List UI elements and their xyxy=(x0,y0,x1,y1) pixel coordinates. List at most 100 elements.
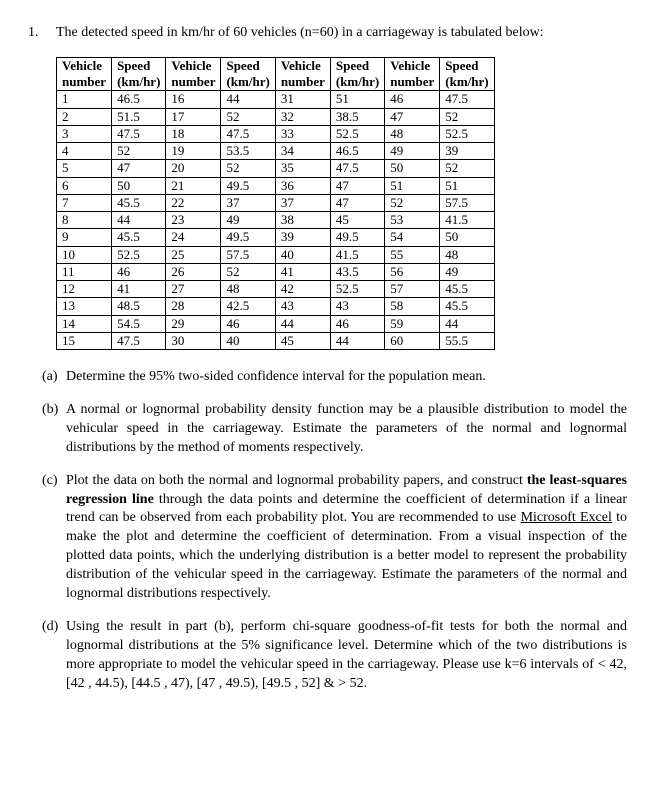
table-cell: 39 xyxy=(275,229,330,246)
table-cell: 41.5 xyxy=(330,246,384,263)
table-cell: 46.5 xyxy=(330,143,384,160)
table-cell: 47.5 xyxy=(330,160,384,177)
question-header: 1. The detected speed in km/hr of 60 veh… xyxy=(28,24,627,43)
table-cell: 26 xyxy=(166,263,221,280)
table-cell: 37 xyxy=(275,194,330,211)
part-b-text: A normal or lognormal probability densit… xyxy=(66,401,627,458)
table-cell: 56 xyxy=(385,263,440,280)
table-row: 114626524143.55649 xyxy=(57,263,495,280)
table-row: 1547.5304045446055.5 xyxy=(57,332,495,349)
table-cell: 33 xyxy=(275,125,330,142)
table-row: 745.5223737475257.5 xyxy=(57,194,495,211)
table-row: 54720523547.55052 xyxy=(57,160,495,177)
table-cell: 38.5 xyxy=(330,108,384,125)
table-cell: 48 xyxy=(440,246,494,263)
table-cell: 53 xyxy=(385,212,440,229)
table-cell: 13 xyxy=(57,298,112,315)
table-row: 347.51847.53352.54852.5 xyxy=(57,125,495,142)
table-cell: 52 xyxy=(221,160,275,177)
table-cell: 46 xyxy=(385,91,440,108)
table-cell: 47.5 xyxy=(440,91,494,108)
table-cell: 42 xyxy=(275,281,330,298)
part-b: (b) A normal or lognormal probability de… xyxy=(42,401,627,458)
table-cell: 55 xyxy=(385,246,440,263)
table-cell: 50 xyxy=(440,229,494,246)
col-header-speed: Speed(km/hr) xyxy=(221,57,275,91)
table-cell: 18 xyxy=(166,125,221,142)
part-b-label: (b) xyxy=(42,401,66,458)
table-cell: 41 xyxy=(112,281,166,298)
table-cell: 52 xyxy=(221,108,275,125)
col-header-speed: Speed(km/hr) xyxy=(440,57,494,91)
table-cell: 45.5 xyxy=(112,229,166,246)
table-cell: 52 xyxy=(221,263,275,280)
part-c-pre: Plot the data on both the normal and log… xyxy=(66,473,527,488)
table-cell: 42.5 xyxy=(221,298,275,315)
table-cell: 10 xyxy=(57,246,112,263)
col-header-speed: Speed(km/hr) xyxy=(330,57,384,91)
table-cell: 49 xyxy=(385,143,440,160)
table-cell: 51 xyxy=(440,177,494,194)
table-cell: 36 xyxy=(275,177,330,194)
table-cell: 32 xyxy=(275,108,330,125)
table-cell: 50 xyxy=(385,160,440,177)
table-cell: 46.5 xyxy=(112,91,166,108)
table-cell: 47.5 xyxy=(112,332,166,349)
table-cell: 24 xyxy=(166,229,221,246)
speed-data-table: VehiclenumberSpeed(km/hr)VehiclenumberSp… xyxy=(56,57,495,350)
table-cell: 52 xyxy=(440,108,494,125)
table-row: 4521953.53446.54939 xyxy=(57,143,495,160)
table-cell: 52 xyxy=(112,143,166,160)
table-cell: 45.5 xyxy=(440,298,494,315)
table-cell: 48 xyxy=(385,125,440,142)
col-header-vehicle: Vehiclenumber xyxy=(57,57,112,91)
table-row: 844234938455341.5 xyxy=(57,212,495,229)
table-cell: 40 xyxy=(221,332,275,349)
table-cell: 44 xyxy=(275,315,330,332)
part-a: (a) Determine the 95% two-sided confiden… xyxy=(42,368,627,387)
table-row: 1454.5294644465944 xyxy=(57,315,495,332)
table-cell: 29 xyxy=(166,315,221,332)
table-cell: 54.5 xyxy=(112,315,166,332)
table-cell: 52 xyxy=(440,160,494,177)
table-cell: 49.5 xyxy=(221,177,275,194)
table-cell: 43.5 xyxy=(330,263,384,280)
table-cell: 44 xyxy=(112,212,166,229)
part-d-label: (d) xyxy=(42,618,66,694)
table-cell: 19 xyxy=(166,143,221,160)
part-a-text: Determine the 95% two-sided confidence i… xyxy=(66,368,627,387)
table-cell: 58 xyxy=(385,298,440,315)
table-row: 124127484252.55745.5 xyxy=(57,281,495,298)
table-row: 1052.52557.54041.55548 xyxy=(57,246,495,263)
table-cell: 46 xyxy=(112,263,166,280)
table-cell: 44 xyxy=(221,91,275,108)
table-cell: 22 xyxy=(166,194,221,211)
table-cell: 52.5 xyxy=(330,125,384,142)
table-cell: 23 xyxy=(166,212,221,229)
part-a-label: (a) xyxy=(42,368,66,387)
table-cell: 38 xyxy=(275,212,330,229)
table-cell: 60 xyxy=(385,332,440,349)
table-cell: 52.5 xyxy=(330,281,384,298)
table-cell: 57.5 xyxy=(221,246,275,263)
table-cell: 46 xyxy=(330,315,384,332)
question-prompt: The detected speed in km/hr of 60 vehicl… xyxy=(56,24,627,43)
col-header-vehicle: Vehiclenumber xyxy=(385,57,440,91)
table-cell: 5 xyxy=(57,160,112,177)
table-row: 1348.52842.543435845.5 xyxy=(57,298,495,315)
table-cell: 51.5 xyxy=(112,108,166,125)
col-header-vehicle: Vehiclenumber xyxy=(166,57,221,91)
table-cell: 51 xyxy=(330,91,384,108)
table-cell: 20 xyxy=(166,160,221,177)
table-cell: 52.5 xyxy=(440,125,494,142)
table-cell: 35 xyxy=(275,160,330,177)
table-cell: 47.5 xyxy=(112,125,166,142)
table-cell: 44 xyxy=(330,332,384,349)
table-cell: 16 xyxy=(166,91,221,108)
table-cell: 49 xyxy=(440,263,494,280)
table-cell: 55.5 xyxy=(440,332,494,349)
table-row: 6502149.536475151 xyxy=(57,177,495,194)
table-cell: 41.5 xyxy=(440,212,494,229)
table-cell: 15 xyxy=(57,332,112,349)
table-row: 146.5164431514647.5 xyxy=(57,91,495,108)
